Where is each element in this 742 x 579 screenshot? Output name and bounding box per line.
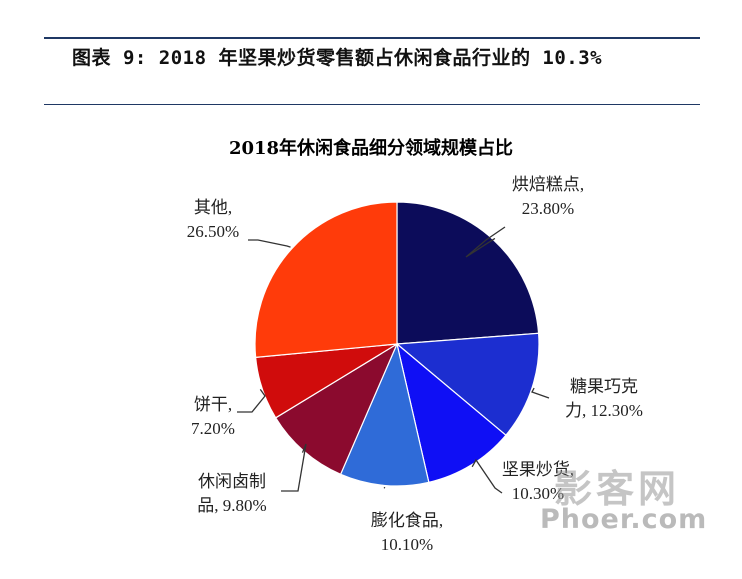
title-bottom-rule (44, 104, 700, 105)
figure-title: 图表 9: 2018 年坚果炒货零售额占休闲食品行业的 10.3% (72, 47, 603, 69)
label-braised-snacks: 休闲卤制品, 9.80% (197, 472, 266, 515)
label-biscuits-line-2: 7.20% (191, 419, 235, 438)
slice-puffed-food (339, 342, 430, 487)
label-other: 其他, 26.50% (187, 198, 239, 241)
label-biscuits: 饼干, 7.20% (191, 395, 235, 438)
label-puffed-food-line-1: 膨化食品, (371, 511, 443, 530)
label-other-line-1: 其他, (194, 198, 232, 217)
leader-bakery (465, 226, 506, 258)
label-bakery-line-1: 烘焙糕点, (512, 175, 584, 194)
label-candy-chocolate-line-2: 力, 12.30% (565, 401, 643, 420)
label-braised-snacks-line-1: 休闲卤制 (198, 472, 266, 491)
label-braised-snacks-line-2: 品, 9.80% (197, 496, 266, 515)
label-puffed-food: 膨化食品, 10.10% (371, 511, 443, 554)
slice-bakery (396, 201, 540, 345)
leader-candy-chocolate (531, 387, 550, 399)
label-bakery: 烘焙糕点, 23.80% (512, 175, 584, 218)
slice-nuts-roasted (396, 342, 507, 484)
slice-labels: 烘焙糕点, 23.80% 糖果巧克力, 12.30% 坚果炒货, 10.30% 膨化食品,… (187, 175, 643, 554)
label-nuts-roasted-line-2: 10.30% (512, 484, 564, 503)
label-nuts-roasted-line-1: 坚果炒货, (502, 460, 574, 479)
leader-braised-snacks (281, 443, 307, 492)
label-biscuits-line-1: 饼干, (194, 395, 232, 414)
label-other-line-2: 26.50% (187, 222, 239, 241)
pie-slices (254, 201, 540, 487)
label-bakery-line-2: 23.80% (522, 199, 574, 218)
slice-other (254, 201, 398, 359)
leader-nuts-roasted (471, 458, 503, 494)
label-puffed-food-line-2: 10.10% (381, 535, 433, 554)
leader-biscuits (237, 389, 266, 413)
leader-puffed-food (383, 486, 386, 489)
slice-candy-chocolate (395, 332, 540, 437)
label-candy-chocolate: 糖果巧克力, 12.30% (565, 377, 643, 420)
label-candy-chocolate-line-1: 糖果巧克 (570, 377, 638, 396)
chart-title: 2018年休闲食品细分领域规模占比 (229, 137, 513, 159)
leader-other (248, 239, 291, 248)
title-top-rule (44, 37, 700, 39)
label-nuts-roasted: 坚果炒货, 10.30% (502, 460, 574, 503)
label-leaders (237, 226, 550, 494)
